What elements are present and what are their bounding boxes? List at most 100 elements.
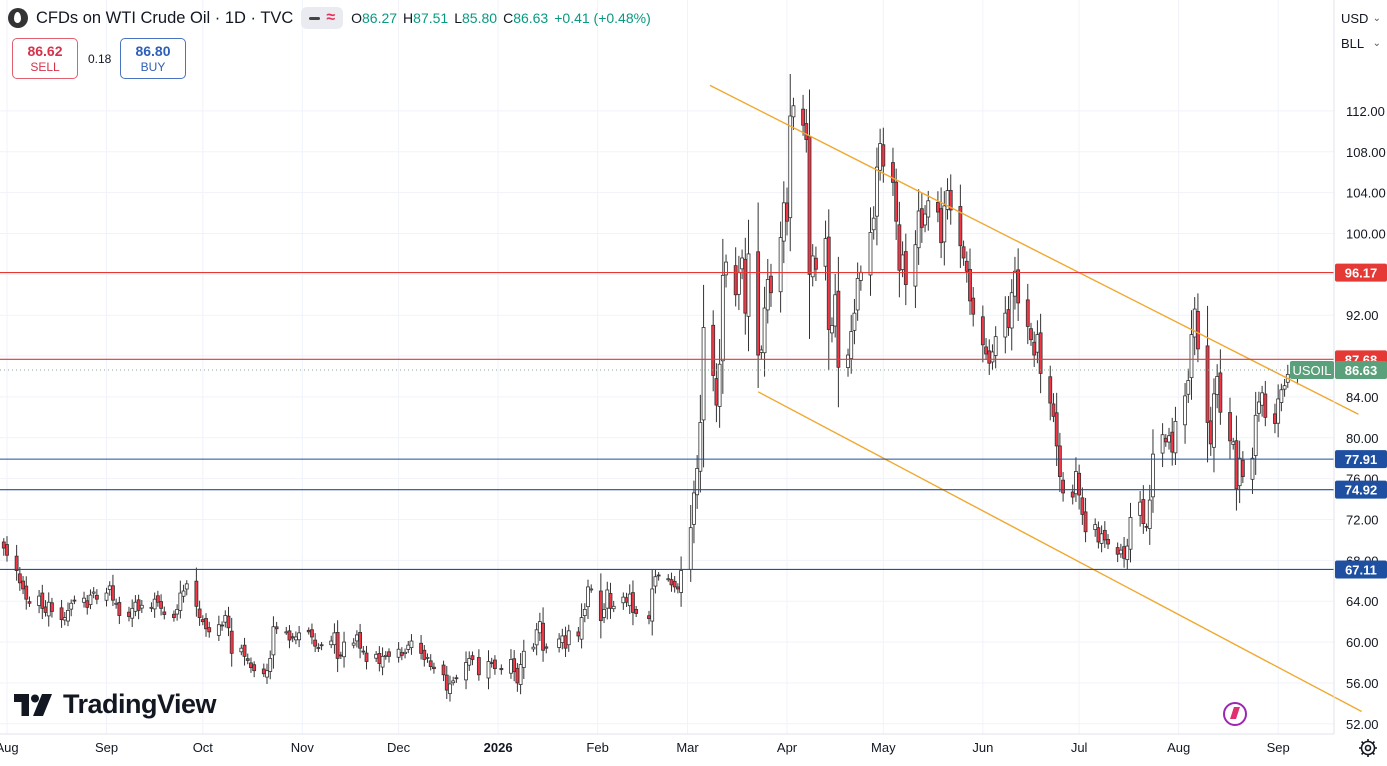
candle-body	[788, 115, 793, 219]
candle	[804, 108, 809, 153]
candle	[621, 592, 626, 610]
candle-body	[204, 618, 208, 630]
candle-body	[139, 604, 144, 609]
candle	[24, 576, 29, 610]
candle-body	[791, 105, 796, 118]
time-tick-label: Aug	[0, 740, 19, 755]
candle	[1173, 406, 1178, 466]
candle	[826, 209, 831, 371]
candle	[509, 649, 513, 679]
unit-dropdown[interactable]: BLL ⌄	[1335, 31, 1387, 56]
candle	[351, 638, 356, 649]
candle	[451, 676, 456, 686]
ohlc-close: C86.63	[503, 10, 548, 26]
candle-body	[293, 636, 298, 641]
candle	[27, 596, 32, 607]
candle-body	[666, 578, 671, 581]
candle	[833, 273, 838, 338]
buy-button[interactable]: 86.80 BUY	[120, 38, 186, 79]
candle	[14, 544, 19, 581]
gear-icon[interactable]	[1358, 738, 1378, 758]
level-label: 67.11	[1335, 560, 1387, 579]
price-tick-label: 56.00	[1346, 676, 1379, 691]
candle	[521, 639, 526, 679]
candle	[919, 193, 924, 243]
candle-body	[1102, 529, 1107, 541]
candle	[769, 263, 773, 307]
candle-body	[1205, 345, 1210, 423]
candle	[1102, 521, 1107, 548]
candle-body	[1234, 440, 1239, 490]
sell-button[interactable]: 86.62 SELL	[12, 38, 78, 79]
candle	[242, 637, 247, 666]
candle-body	[964, 260, 969, 272]
candle	[814, 246, 818, 282]
time-tick-label: Jul	[1071, 740, 1088, 755]
candle	[589, 584, 594, 593]
candle-body	[1189, 334, 1194, 379]
tradingview-logo[interactable]: TradingView	[14, 689, 217, 720]
candle	[1035, 320, 1040, 364]
candle-body	[130, 607, 135, 619]
candle	[149, 602, 154, 612]
candle-body	[306, 629, 311, 633]
candle-body	[197, 608, 202, 618]
candle	[319, 642, 324, 651]
candle-body	[647, 615, 651, 619]
candle-body	[987, 350, 992, 364]
candle-body	[242, 644, 247, 657]
candle-body	[672, 580, 677, 588]
symbol-title[interactable]: CFDs on WTI Crude Oil · 1D · TVC	[36, 8, 294, 27]
last-price-label: 86.63	[1335, 361, 1387, 380]
candle	[891, 147, 895, 196]
candle-body	[650, 588, 655, 622]
candle-body	[1032, 341, 1037, 356]
candle-body	[1070, 491, 1075, 498]
candle-body	[1013, 270, 1017, 297]
candle	[127, 606, 131, 622]
candle	[470, 651, 475, 666]
candle	[1273, 403, 1277, 434]
candle-body	[252, 664, 257, 672]
candle	[714, 363, 719, 423]
currency-dropdown[interactable]: USD ⌄	[1335, 6, 1387, 31]
candle	[675, 583, 680, 594]
candle-body	[358, 631, 363, 649]
candle-body	[1003, 312, 1008, 338]
candle	[586, 579, 590, 620]
candle	[284, 626, 289, 635]
candle	[560, 628, 565, 650]
candle	[1083, 497, 1088, 543]
candle	[724, 254, 728, 288]
candle	[261, 663, 266, 678]
candle-body	[432, 666, 436, 670]
candle-body	[207, 627, 212, 633]
candle-body	[1106, 539, 1110, 545]
candle-body	[476, 657, 481, 676]
candle	[1167, 427, 1171, 450]
chart-grid	[0, 0, 1334, 734]
candle-body	[1167, 435, 1171, 443]
candle	[1147, 484, 1152, 545]
candle-body	[162, 611, 167, 615]
candle	[903, 233, 908, 306]
candle-body	[598, 590, 603, 622]
indicator-pill[interactable]: ≈	[301, 7, 344, 29]
time-tick-label: Dec	[387, 740, 411, 755]
candle-body	[316, 647, 321, 649]
candle-body	[698, 422, 703, 472]
candle	[778, 221, 783, 313]
symbol-tag-text: USOIL	[1292, 363, 1331, 378]
flash-icon[interactable]	[1223, 702, 1247, 726]
candle	[518, 653, 523, 695]
candle	[1093, 518, 1098, 537]
candle	[265, 663, 269, 684]
candle-body	[1016, 269, 1021, 304]
candle	[698, 394, 703, 493]
candle	[454, 674, 459, 683]
candle-body	[740, 257, 744, 270]
candle	[396, 642, 401, 663]
candle-body	[855, 278, 860, 311]
candle	[602, 603, 606, 624]
